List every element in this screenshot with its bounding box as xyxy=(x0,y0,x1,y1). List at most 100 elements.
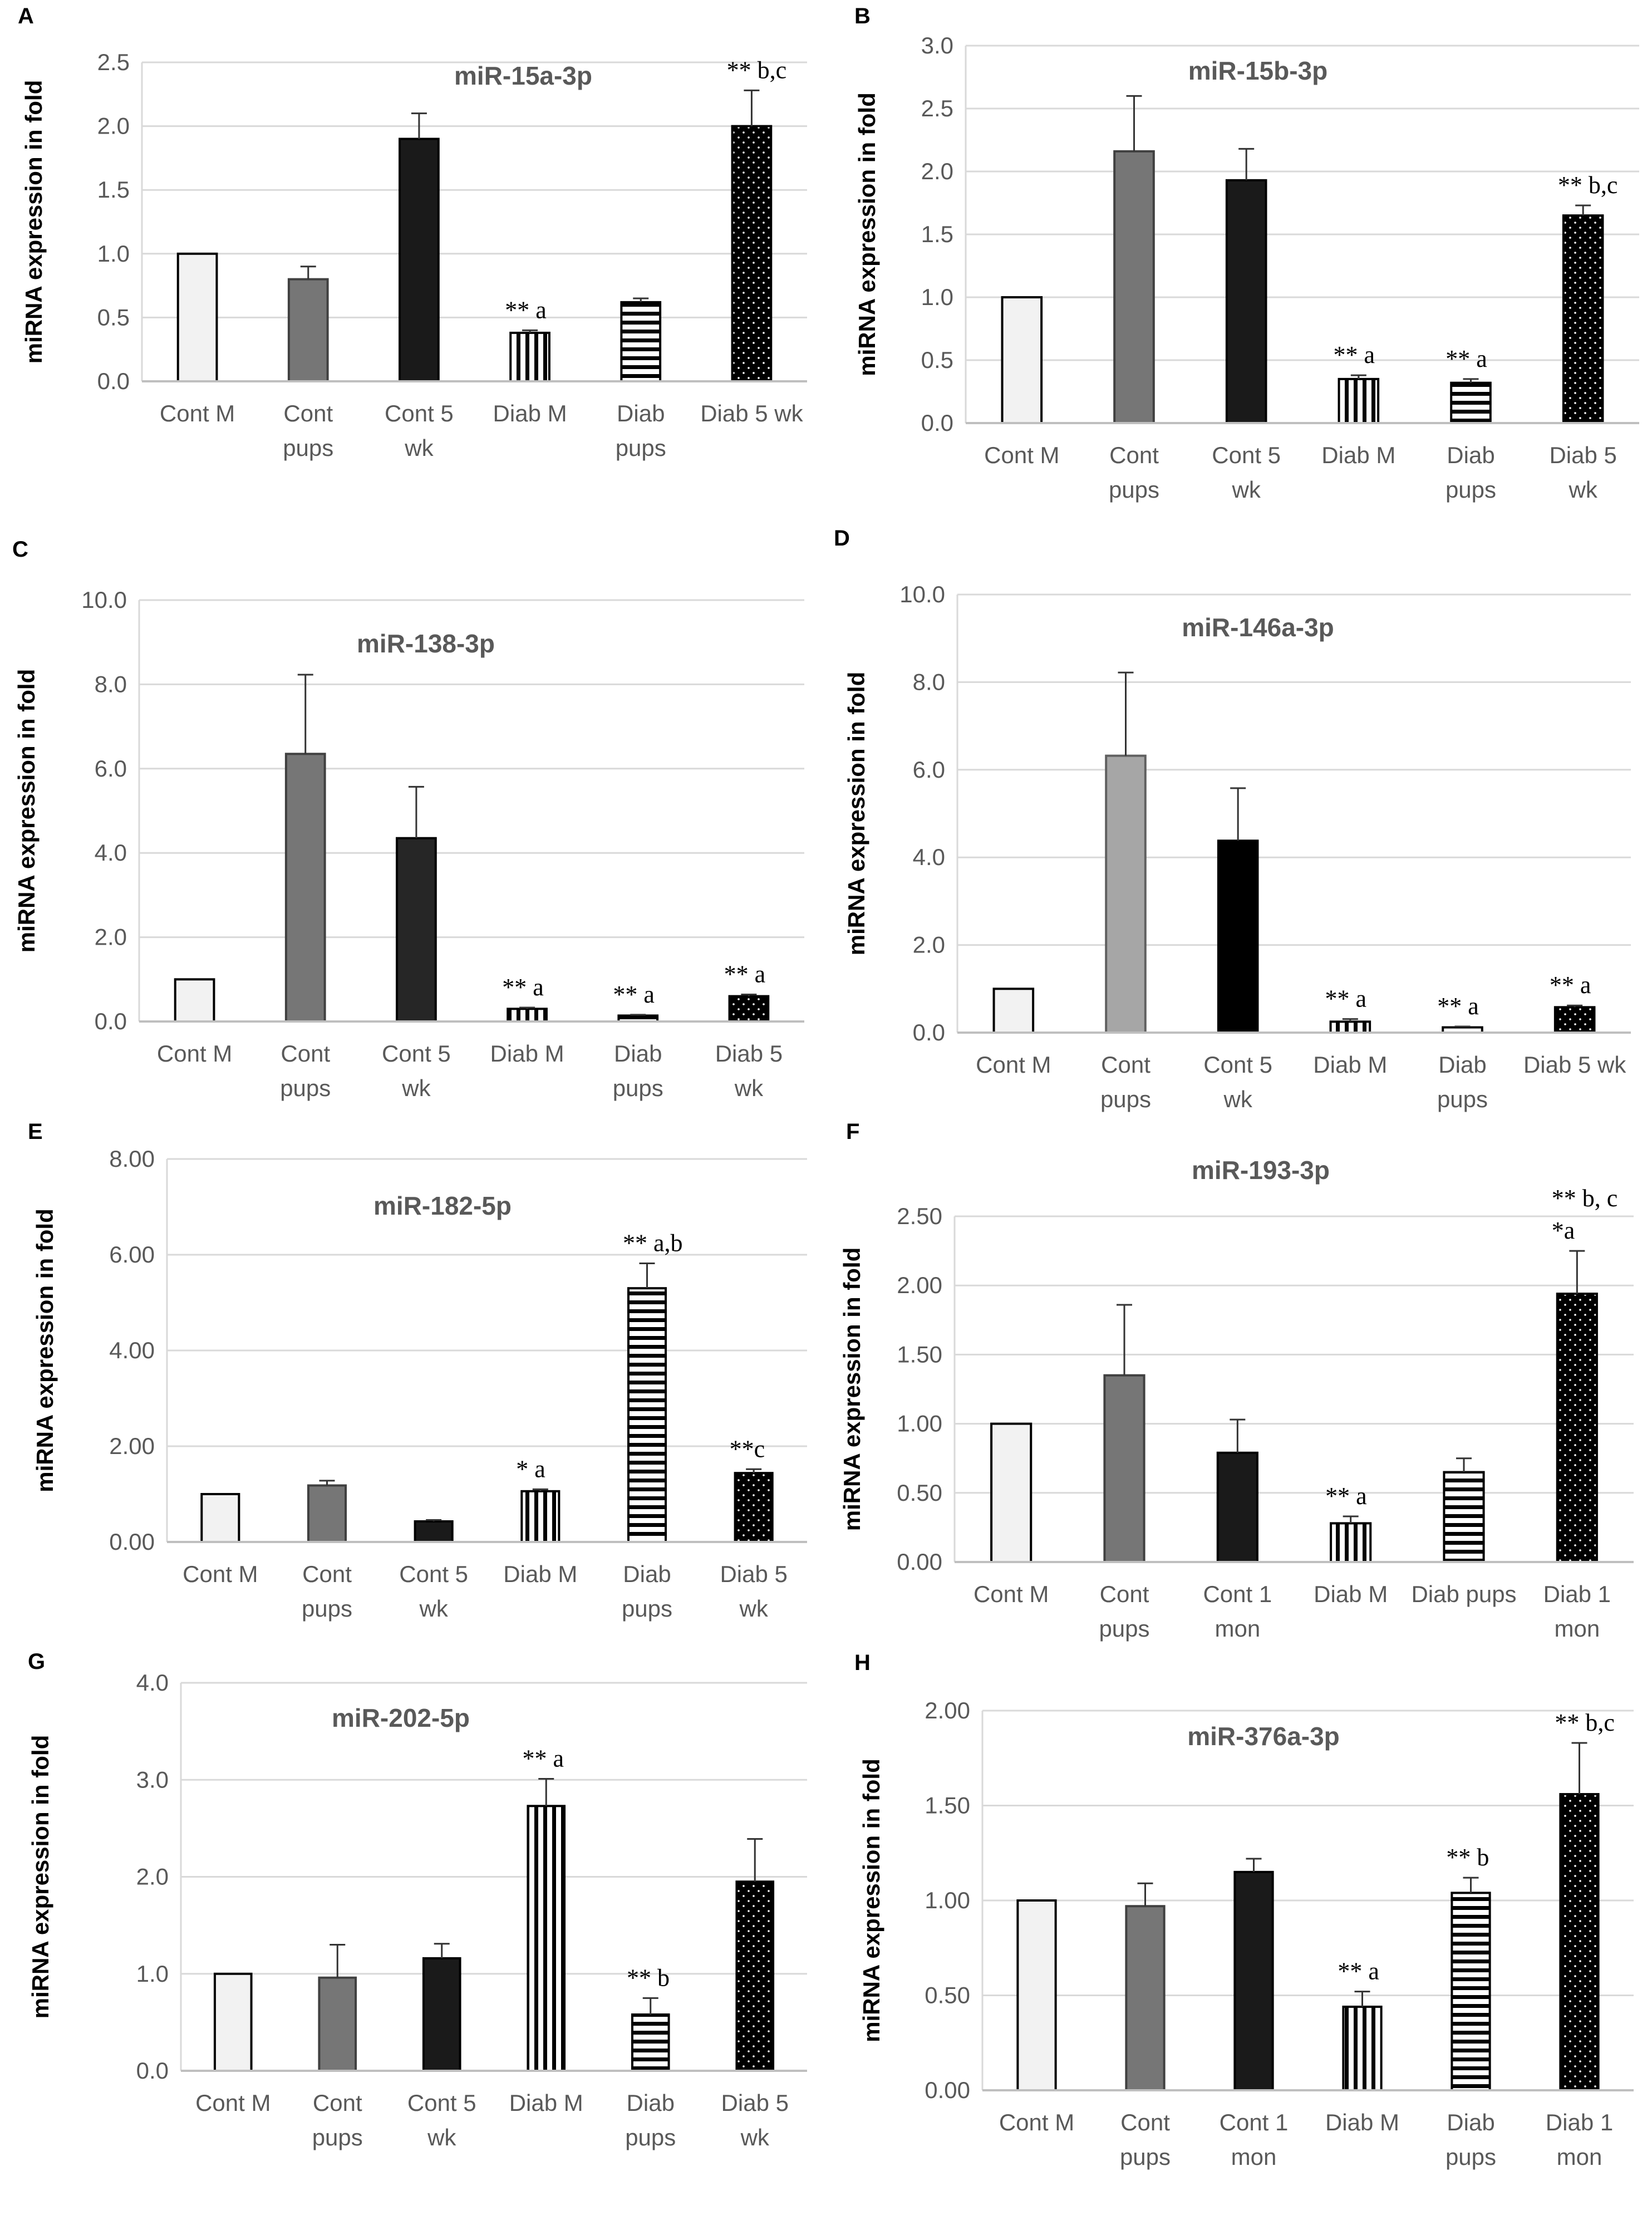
category-label: pups xyxy=(613,1075,663,1101)
bar xyxy=(1001,296,1043,424)
category-label: wk xyxy=(734,1075,764,1101)
category-label: pups xyxy=(1099,1615,1149,1642)
significance-label: ** b xyxy=(627,1964,670,1991)
category-label: Diab M xyxy=(509,2090,583,2116)
bar xyxy=(307,1484,347,1544)
bar xyxy=(627,1287,667,1543)
y-tick-label: 8.00 xyxy=(109,1146,155,1172)
category-label: Cont xyxy=(1100,1581,1149,1607)
category-label: pups xyxy=(1446,477,1496,503)
category-label: pups xyxy=(280,1075,331,1101)
y-tick-label: 2.0 xyxy=(913,932,945,958)
y-tick-label: 0.00 xyxy=(925,2077,970,2103)
y-tick-label: 0.5 xyxy=(921,347,953,373)
y-tick-label: 8.0 xyxy=(913,669,945,695)
significance-label: ** a xyxy=(522,1745,564,1772)
bar xyxy=(1342,2005,1383,2091)
category-label: wk xyxy=(427,2124,456,2150)
category-label: pups xyxy=(312,2124,363,2150)
significance-label: ** b,c xyxy=(1555,1709,1615,1736)
y-tick-label: 2.0 xyxy=(97,113,130,139)
category-label: wk xyxy=(1568,477,1597,503)
significance-label: **c xyxy=(730,1435,765,1462)
chart-panel-h: H 0.00 0.50 1.00 1.50 2.00 miRNA expression in… xyxy=(854,1651,1634,2170)
significance-label: ** b xyxy=(1446,1844,1489,1871)
bar xyxy=(520,1490,560,1544)
category-label: wk xyxy=(419,1595,448,1622)
category-label: wk xyxy=(740,2124,770,2150)
chart-panel-b: B 0.0 0.5 1.0 1.5 2.0 2.5 3.0 miRNA expression i… xyxy=(854,4,1639,503)
category-label: Diab M xyxy=(493,400,567,426)
bar xyxy=(176,252,218,382)
category-label: Cont 5 xyxy=(385,400,454,426)
bar xyxy=(414,1520,454,1544)
bar xyxy=(1329,1020,1371,1034)
category-label: pups xyxy=(1120,2144,1171,2170)
bar xyxy=(1016,1899,1057,2091)
y-tick-label: 0.00 xyxy=(897,1549,942,1575)
category-label: Cont M xyxy=(984,442,1059,468)
category-label: Diab M xyxy=(503,1561,577,1587)
bar xyxy=(1216,1451,1258,1563)
category-label: Cont xyxy=(313,2090,362,2116)
y-tick-label: 1.50 xyxy=(925,1792,970,1819)
y-tick-label: 4.0 xyxy=(136,1669,169,1696)
category-label: wk xyxy=(739,1595,768,1622)
bar xyxy=(728,995,770,1023)
category-label: mon xyxy=(1557,2144,1602,2170)
category-label: Cont M xyxy=(195,2090,271,2116)
bar xyxy=(1125,1905,1166,2091)
category-label: Diab M xyxy=(1314,1581,1388,1607)
significance-label: ** b,c xyxy=(1558,171,1618,199)
significance-label: ** a xyxy=(724,961,766,988)
category-label: wk xyxy=(1231,477,1261,503)
y-tick-label: 2.0 xyxy=(921,158,953,184)
category-label: mon xyxy=(1554,1615,1600,1642)
bar xyxy=(509,331,550,382)
significance-label: ** a xyxy=(1338,1958,1379,1985)
significance-label: * a xyxy=(516,1455,545,1482)
y-axis-label: miRNA expression in fold xyxy=(32,1209,58,1492)
y-tick-label: 1.00 xyxy=(925,1887,970,1913)
category-label: Cont M xyxy=(999,2109,1074,2135)
category-label: Diab xyxy=(1447,442,1494,468)
y-tick-label: 1.0 xyxy=(97,240,130,267)
chart-title: miR-376a-3p xyxy=(1187,1722,1340,1751)
chart-panel-f: F 0.00 0.50 1.00 1.50 2.00 2.50 miRNA expressio… xyxy=(839,1119,1634,1642)
category-label: mon xyxy=(1231,2144,1277,2170)
bar xyxy=(1450,381,1492,424)
y-axis-label: miRNA expression in fold xyxy=(839,1247,865,1531)
category-label: pups xyxy=(1100,1086,1151,1112)
category-label: Cont xyxy=(1109,442,1159,468)
category-label: Cont M xyxy=(157,1040,232,1067)
bar xyxy=(631,2013,670,2072)
category-label: Cont 5 xyxy=(399,1561,468,1587)
y-axis-label: miRNA expression in fold xyxy=(27,1735,53,2019)
y-axis-label: miRNA expression in fold xyxy=(854,92,880,376)
chart-panel-e: E 0.00 2.00 4.00 6.00 8.00 miRNA expression in… xyxy=(28,1119,807,1622)
bar xyxy=(1443,1471,1485,1564)
chart-panel-a: A 0.0 0.5 1.0 1.5 2.0 2.5 miRNA expression in f… xyxy=(18,4,807,461)
significance-label: ** b,c xyxy=(727,56,787,84)
panel-letter: A xyxy=(18,4,34,28)
bar xyxy=(396,837,437,1023)
panel-letter: B xyxy=(854,4,871,28)
category-label: Diab 5 wk xyxy=(1523,1052,1626,1078)
panel-letter: H xyxy=(854,1651,871,1675)
category-label: Diab 1 xyxy=(1546,2109,1613,2135)
bar xyxy=(992,988,1035,1034)
bar xyxy=(735,1880,775,2072)
y-tick-label: 8.0 xyxy=(95,671,127,697)
bar xyxy=(1338,377,1380,425)
y-tick-label: 2.00 xyxy=(897,1272,942,1298)
bar xyxy=(1225,179,1267,424)
y-tick-label: 2.5 xyxy=(921,95,953,121)
y-tick-label: 2.50 xyxy=(897,1203,942,1229)
y-tick-label: 6.00 xyxy=(109,1241,155,1268)
category-label: Diab xyxy=(627,2090,675,2116)
bar xyxy=(174,978,215,1023)
y-tick-label: 2.0 xyxy=(95,924,127,950)
category-label: Cont 5 xyxy=(1203,1052,1272,1078)
category-label: Diab 5 wk xyxy=(700,400,803,426)
y-tick-label: 0.5 xyxy=(97,304,130,330)
